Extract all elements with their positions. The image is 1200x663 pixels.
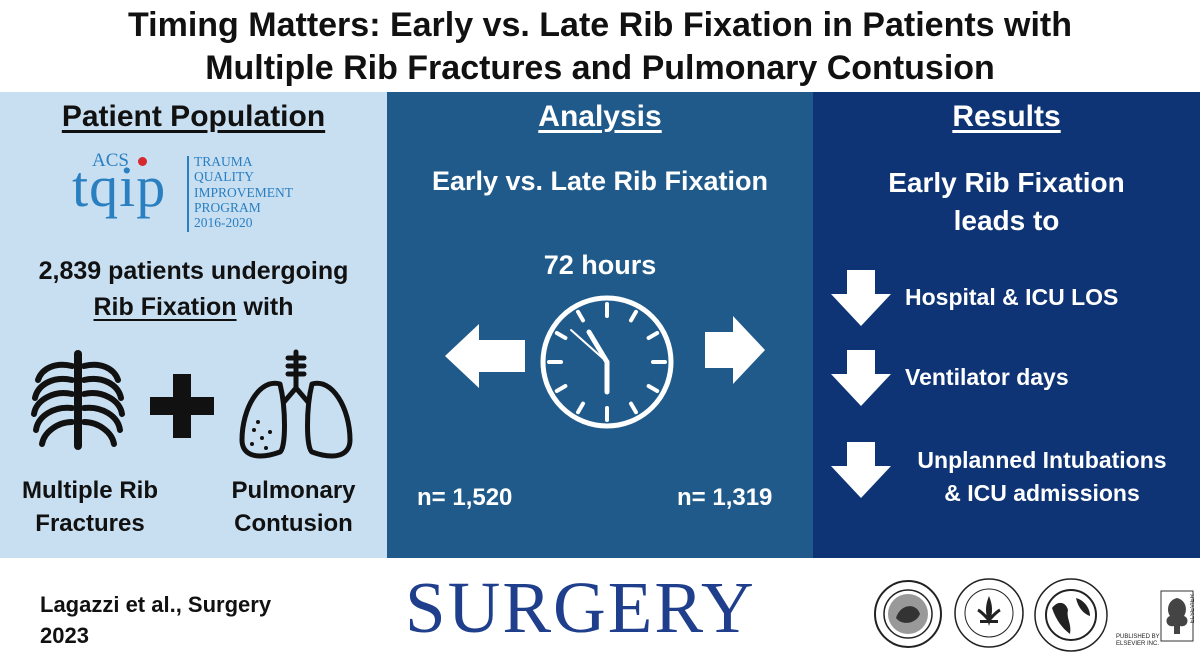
clock-icon: [540, 295, 674, 429]
analysis-panel: Analysis Early vs. Late Rib Fixation 72 …: [387, 92, 813, 558]
down-arrow-icon: [831, 270, 891, 326]
analysis-threshold: 72 hours: [543, 250, 657, 280]
tqip-divider: [187, 156, 189, 232]
results-panel: Results Early Rib Fixation leads to Hosp…: [813, 92, 1200, 558]
society-seal-icon: [874, 580, 942, 648]
rib-cage-icon: [31, 350, 125, 450]
tqip-line-2: QUALITY: [194, 169, 254, 185]
tqip-line-3: IMPROVEMENT: [194, 184, 294, 200]
page-title: Timing Matters: Early vs. Late Rib Fixat…: [0, 4, 1200, 90]
publisher-line-2: ELSEVIER INC.: [1116, 641, 1160, 647]
left-arrow-icon: [445, 324, 525, 388]
rib-fixation-emphasis: Rib Fixation: [93, 293, 237, 321]
patients-line-2: Rib Fixation with: [0, 289, 387, 325]
label-multiple-rib-fractures: Multiple Rib Fractures: [0, 474, 180, 540]
society-seal-icon: [954, 578, 1024, 648]
n-early: n= 1,520: [417, 484, 513, 511]
patients-text: 2,839 patients undergoing Rib Fixation w…: [0, 253, 387, 325]
tqip-acs-label: ACS: [92, 150, 129, 171]
analysis-subtitle: Early vs. Late Rib Fixation: [431, 166, 769, 196]
label-left-line-1: Multiple Rib: [22, 477, 158, 504]
results-lead: Early Rib Fixation leads to: [813, 164, 1200, 240]
tqip-line-4: PROGRAM: [194, 199, 261, 215]
citation-line-2: 2023: [40, 623, 89, 648]
tqip-brand: tqip: [72, 154, 167, 219]
result-item-1: Hospital & ICU LOS: [905, 284, 1119, 310]
society-seal-icon: [1034, 578, 1108, 652]
right-arrow-icon: [705, 316, 765, 384]
tqip-logo: ACS tqip TRAUMA QUALITY IMPROVEMENT PROG…: [70, 150, 310, 240]
tqip-red-dot: [138, 157, 147, 166]
patient-population-panel: Patient Population ACS tqip TRAUMA QUALI…: [0, 92, 387, 558]
title-line-1: Timing Matters: Early vs. Late Rib Fixat…: [128, 6, 1072, 44]
tqip-line-1: TRAUMA: [194, 154, 253, 169]
tqip-program-text: TRAUMA QUALITY IMPROVEMENT PROGRAM 2016-…: [194, 154, 293, 230]
down-arrow-icon: [831, 350, 891, 406]
result-item-2: Ventilator days: [905, 364, 1069, 390]
plus-sign: [150, 374, 214, 438]
patients-tail: with: [236, 293, 294, 321]
result-item-3: Unplanned Intubations & ICU admissions: [889, 444, 1195, 510]
label-right-line-2: Contusion: [234, 510, 353, 537]
publisher-label: PUBLISHED BY ELSEVIER INC.: [1116, 634, 1160, 648]
n-late: n= 1,319: [677, 484, 773, 511]
result-item-3-line-1: Unplanned Intubations: [917, 447, 1167, 473]
results-lead-line-2: leads to: [953, 205, 1060, 236]
analysis-heading: Analysis: [538, 100, 662, 133]
population-heading: Patient Population: [61, 100, 326, 133]
label-pulmonary-contusion: Pulmonary Contusion: [206, 474, 381, 540]
label-right-line-1: Pulmonary: [231, 477, 356, 504]
lungs-icon: [239, 349, 353, 459]
elsevier-label: ELSEVIER: [1190, 594, 1196, 624]
label-left-line-2: Fractures: [35, 510, 145, 537]
tqip-line-5: 2016-2020: [194, 215, 253, 231]
results-heading: Results: [952, 100, 1061, 133]
citation: Lagazzi et al., Surgery 2023: [40, 589, 271, 651]
citation-line-1: Lagazzi et al., Surgery: [40, 592, 272, 617]
result-item-3-line-2: & ICU admissions: [944, 480, 1140, 506]
journal-title: SURGERY: [405, 567, 756, 648]
patients-line-1: 2,839 patients undergoing: [38, 257, 349, 285]
title-line-2: Multiple Rib Fractures and Pulmonary Con…: [205, 49, 995, 87]
publisher-line-1: PUBLISHED BY: [1116, 634, 1160, 640]
results-lead-line-1: Early Rib Fixation: [888, 167, 1125, 198]
down-arrow-icon: [831, 442, 891, 498]
elsevier-tree-icon: [1160, 590, 1194, 642]
